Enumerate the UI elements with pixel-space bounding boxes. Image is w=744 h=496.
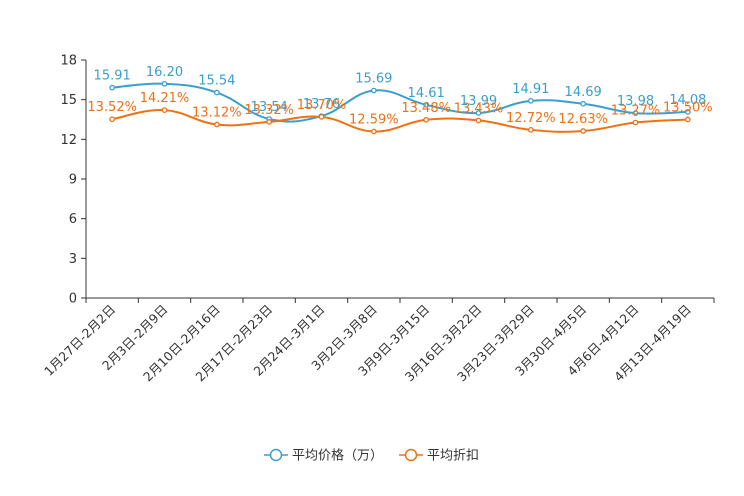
legend: 平均价格（万） 平均折扣 [264, 448, 479, 464]
data-point [684, 108, 691, 115]
data-label: 15.54 [198, 74, 235, 89]
data-label: 13.76 [303, 97, 340, 112]
series-line-1 [111, 109, 688, 133]
data-label: 13.50% [663, 101, 713, 116]
data-label: 14.21% [140, 91, 190, 106]
data-point [109, 116, 116, 123]
data-label: 13.99 [460, 94, 497, 109]
series-layer [109, 80, 691, 135]
y-tick-label: 3 [69, 252, 77, 267]
data-point [370, 128, 377, 135]
data-point [684, 116, 691, 123]
data-point [370, 87, 377, 94]
data-point [580, 100, 587, 107]
data-label: 13.32% [244, 103, 294, 118]
data-label: 12.72% [506, 111, 556, 126]
data-point [213, 121, 220, 128]
data-label: 13.43% [454, 101, 504, 116]
data-point [475, 117, 482, 124]
data-label: 12.63% [558, 112, 608, 127]
legend-swatch-marker [404, 448, 418, 462]
y-tick-label: 0 [69, 292, 77, 307]
data-label: 13.52% [87, 100, 137, 115]
data-label: 16.20 [146, 65, 183, 80]
series-line-0 [112, 82, 688, 123]
data-label: 13.98 [617, 94, 654, 109]
y-tick-label: 6 [69, 212, 77, 227]
data-point [475, 110, 482, 116]
data-point [580, 128, 587, 134]
y-tick-label: 18 [60, 54, 77, 69]
y-tick-label: 15 [60, 93, 77, 108]
y-tick-label: 12 [60, 133, 77, 148]
data-label: 13.48% [401, 101, 451, 116]
legend-label: 平均价格（万） [292, 448, 383, 464]
data-labels: 15.91 16.20 15.54 13.54 13.76 15.69 14.61 13.99… [87, 65, 712, 128]
data-point [632, 110, 639, 117]
data-point [213, 89, 220, 96]
data-label: 14.61 [408, 86, 445, 101]
data-point [632, 119, 639, 126]
data-label: 15.91 [94, 69, 131, 84]
data-label: 13.54 [251, 100, 288, 115]
data-point [266, 119, 273, 125]
data-label: 13.27% [611, 104, 661, 119]
data-point [423, 101, 430, 108]
data-label: 13.70% [297, 98, 347, 113]
data-label: 15.69 [355, 72, 392, 87]
data-label: 14.69 [565, 85, 602, 100]
data-label: 12.59% [349, 113, 399, 128]
legend-swatch-marker [269, 448, 283, 462]
data-label: 14.08 [669, 93, 706, 108]
data-point [527, 98, 534, 104]
data-label: 14.91 [512, 82, 549, 97]
y-tick-label: 9 [69, 173, 77, 188]
data-point [423, 116, 430, 123]
data-point [109, 84, 116, 91]
legend-label: 平均折扣 [427, 449, 479, 464]
data-point [527, 126, 534, 133]
data-label: 13.12% [192, 106, 242, 121]
data-point [161, 80, 168, 87]
data-point [318, 114, 325, 120]
data-point [161, 107, 168, 113]
